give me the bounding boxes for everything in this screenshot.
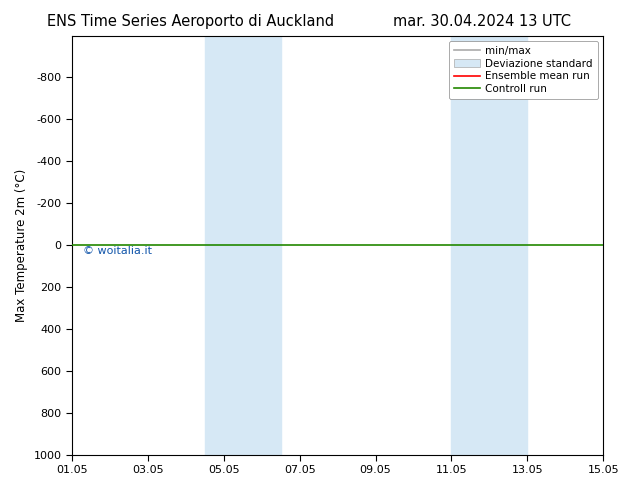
Y-axis label: Max Temperature 2m (°C): Max Temperature 2m (°C) — [15, 169, 28, 322]
Legend: min/max, Deviazione standard, Ensemble mean run, Controll run: min/max, Deviazione standard, Ensemble m… — [449, 41, 598, 99]
Bar — [205, 36, 281, 455]
Text: mar. 30.04.2024 13 UTC: mar. 30.04.2024 13 UTC — [393, 14, 571, 29]
Text: ENS Time Series Aeroporto di Auckland: ENS Time Series Aeroporto di Auckland — [47, 14, 333, 29]
Text: © woitalia.it: © woitalia.it — [82, 246, 152, 256]
Bar — [451, 36, 527, 455]
